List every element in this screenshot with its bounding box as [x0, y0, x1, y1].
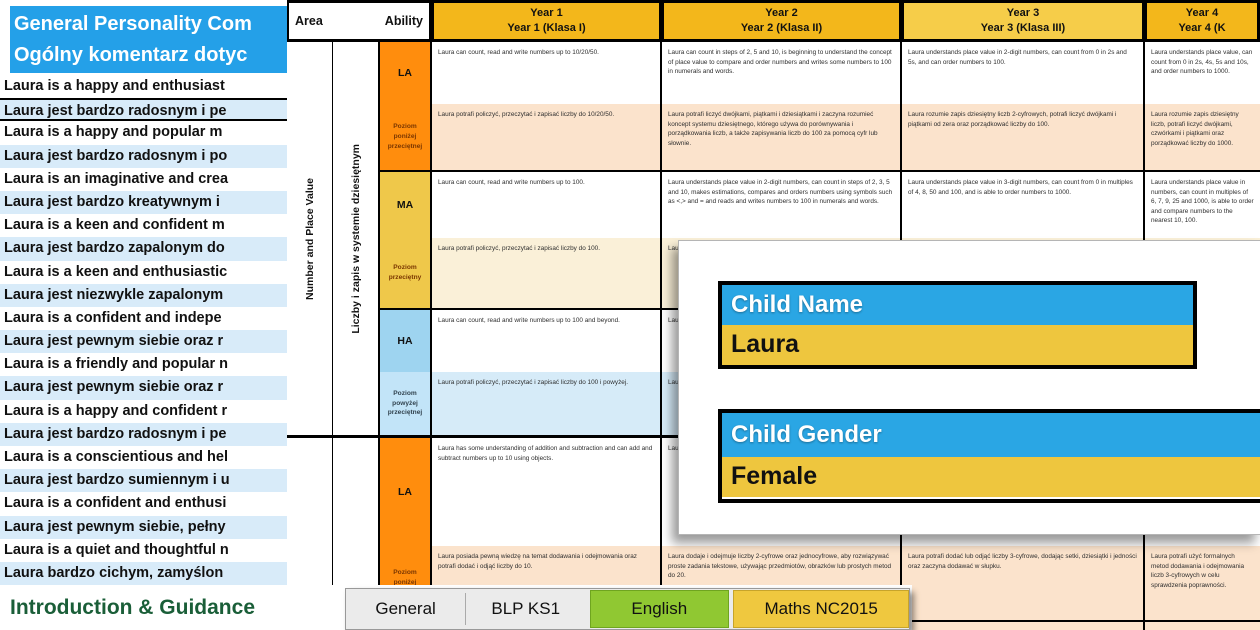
comment-row[interactable]: Laura is a happy and confident r — [4, 402, 228, 419]
child-gender-value[interactable]: Female — [722, 457, 1260, 497]
grid-cell-y3-ma-en[interactable]: Laura understands place value in 3-digit… — [902, 172, 1145, 238]
grid-cell-y4-ma-en[interactable]: Laura understands place value in numbers… — [1145, 172, 1260, 238]
comment-row[interactable]: Laura jest niezwykle zapalonym — [0, 283, 287, 307]
grid-cell-y2-la-pl[interactable]: Laura potrafi liczyć dwójkami, piątkami … — [662, 104, 902, 172]
comment-row[interactable]: Laura jest pewnym siebie, pełny — [0, 515, 287, 539]
comments-panel-title: General Personality Com Ogólny komentarz… — [10, 6, 287, 73]
comment-row[interactable]: Laura jest bardzo radosnym i pe — [0, 98, 287, 122]
grid-cell-y4-stub — [1145, 622, 1260, 630]
ability-la2-cell[interactable]: LA — [380, 438, 432, 546]
grid-cell-y3-la-en[interactable]: Laura understands place value in 2-digit… — [902, 42, 1145, 104]
comments-title-polish: Ogólny komentarz dotyc — [14, 44, 248, 66]
year4-line1: Year 4 — [1185, 7, 1219, 20]
comment-row[interactable]: Laura jest bardzo sumiennym i u — [0, 469, 287, 493]
grid-cell-y4-la-en[interactable]: Laura understands place value, can count… — [1145, 42, 1260, 104]
year4-line2: Year 4 (K — [1178, 22, 1226, 34]
sheet-tab-english[interactable]: English — [589, 590, 729, 628]
child-name-box: Child Name Laura — [718, 281, 1197, 369]
sheet-tab-maths-nc2015[interactable]: Maths NC2015 — [733, 590, 909, 628]
child-gender-box: Child Gender Female — [718, 409, 1260, 503]
ability-la-desc-cell[interactable]: Poziom poniżej przeciętnej — [380, 104, 432, 172]
grid-header-year2: Year 2 Year 2 (Klasa II) — [662, 0, 902, 42]
area-name-polish: Liczby i zapis w systemie dziesiętnym — [333, 42, 380, 438]
grid-header-year3: Year 3 Year 3 (Klasa III) — [902, 0, 1145, 42]
grid-cell-y3-add-la-pl[interactable]: Laura potrafi dodać lub odjąć liczby 3-c… — [902, 546, 1145, 622]
comment-row[interactable]: Laura is a quiet and thoughtful n — [4, 541, 229, 558]
grid-header-ability-label: Ability — [384, 13, 423, 28]
year2-line2: Year 2 (Klasa II) — [740, 22, 823, 34]
sheet-tab-strip: General BLP KS1 English Maths NC2015 — [345, 588, 910, 630]
ability-ha-cell[interactable]: HA — [380, 310, 432, 372]
comment-row[interactable]: Laura jest bardzo zapalonym do — [0, 237, 287, 261]
comment-row[interactable]: Laura is a conscientious and hel — [4, 449, 229, 465]
year1-line2: Year 1 (Klasa I) — [507, 22, 586, 34]
grid-cell-y3-la-pl[interactable]: Laura rozumie zapis dziesiętny liczb 2-c… — [902, 104, 1145, 172]
comment-row[interactable]: Laura jest bardzo kreatywnym i — [0, 190, 287, 215]
area-name-english: Number and Place Value — [287, 42, 333, 438]
ability-ma-desc-cell[interactable]: Poziom przeciętny — [380, 238, 432, 310]
grid-cell-y2-ma-en[interactable]: Laura understands place value in 2-digit… — [662, 172, 902, 238]
comment-row[interactable]: Laura is a keen and confident m — [4, 217, 225, 234]
comment-row[interactable]: Laura is a happy and popular m — [4, 124, 223, 141]
child-name-label: Child Name — [722, 285, 1193, 325]
ability-la-cell[interactable]: LA — [380, 42, 432, 104]
grid-cell-y2-la-en[interactable]: Laura can count in steps of 2, 5 and 10,… — [662, 42, 902, 104]
comment-row[interactable]: Laura is a confident and enthusi — [4, 495, 227, 512]
year3-line2: Year 3 (Klasa III) — [980, 22, 1066, 34]
comment-row[interactable]: Laura is a friendly and popular n — [4, 356, 228, 373]
sheet-tab-introduction-guidance[interactable]: Introduction & Guidance — [10, 596, 255, 619]
grid-cell-y1-ha-en[interactable]: Laura can count, read and write numbers … — [432, 310, 662, 372]
year2-line1: Year 2 — [765, 7, 798, 20]
grid-cell-y1-add-la-en[interactable]: Laura has some understanding of addition… — [432, 438, 662, 546]
grid-cell-y4-add-la-pl[interactable]: Laura potrafi użyć formalnych metod doda… — [1145, 546, 1260, 622]
grid-cell-y1-ha-pl[interactable]: Laura potrafi policzyć, przeczytać i zap… — [432, 372, 662, 438]
comment-row[interactable]: Laura is an imaginative and crea — [4, 170, 229, 187]
comment-row[interactable]: Laura is a keen and enthusiastic — [4, 263, 228, 280]
area-name-polish-text: Liczby i zapis w systemie dziesiętnym — [349, 143, 362, 334]
year3-line1: Year 3 — [1006, 7, 1040, 20]
area-name-english-text: Number and Place Value — [303, 177, 316, 300]
comment-row[interactable]: Laura jest pewnym siebie oraz r — [0, 330, 287, 354]
grid-cell-y3-stub — [902, 622, 1145, 630]
comment-row[interactable]: Laura bardzo cichym, zamyślon — [0, 561, 287, 586]
comment-row[interactable]: Laura is a confident and indepe — [4, 309, 222, 326]
sheet-tab-bar: Introduction & Guidance General BLP KS1 … — [0, 585, 912, 630]
ability-ha-desc-cell[interactable]: Poziom powyżej przeciętnej — [380, 372, 432, 438]
grid-header-year4: Year 4 Year 4 (K — [1145, 0, 1260, 42]
comments-title-english: General Personality Com — [14, 13, 252, 35]
child-name-value[interactable]: Laura — [722, 325, 1193, 365]
ability-ma-cell[interactable]: MA — [380, 172, 432, 238]
comments-panel: General Personality Com Ogólny komentarz… — [0, 0, 287, 630]
grid-header-year1: Year 1 Year 1 (Klasa I) — [432, 0, 662, 42]
sheet-tab-blp-ks1[interactable]: BLP KS1 — [491, 599, 561, 618]
grid-cell-y1-la-pl[interactable]: Laura potrafi policzyć, przeczytać i zap… — [432, 104, 662, 172]
tab-separator — [465, 593, 467, 625]
comments-list: Laura is a happy and enthusiast Laura jes… — [0, 75, 287, 586]
comment-row[interactable]: Laura jest bardzo radosnym i po — [0, 144, 287, 168]
grid-header-area-ability: Area Ability — [287, 0, 432, 42]
sheet-tab-general[interactable]: General — [375, 599, 436, 618]
grid-cell-y4-la-pl[interactable]: Laura rozumie zapis dziesiętny liczb, po… — [1145, 104, 1260, 172]
grid-cell-y1-la-en[interactable]: Laura can count, read and write numbers … — [432, 42, 662, 104]
year1-line1: Year 1 — [530, 7, 563, 20]
child-gender-label: Child Gender — [722, 413, 1260, 457]
child-info-panel: Child Name Laura Child Gender Female — [678, 240, 1260, 535]
comment-row[interactable]: Laura is a happy and enthusiast — [4, 78, 225, 94]
grid-cell-y1-ma-pl[interactable]: Laura potrafi policzyć, przeczytać i zap… — [432, 238, 662, 310]
comment-row[interactable]: Laura jest bardzo radosnym i pe — [0, 422, 287, 446]
grid-cell-y1-ma-en[interactable]: Laura can count, read and write numbers … — [432, 172, 662, 238]
grid-header-area-label: Area — [295, 13, 323, 28]
comment-row[interactable]: Laura jest pewnym siebie oraz r — [0, 376, 287, 400]
